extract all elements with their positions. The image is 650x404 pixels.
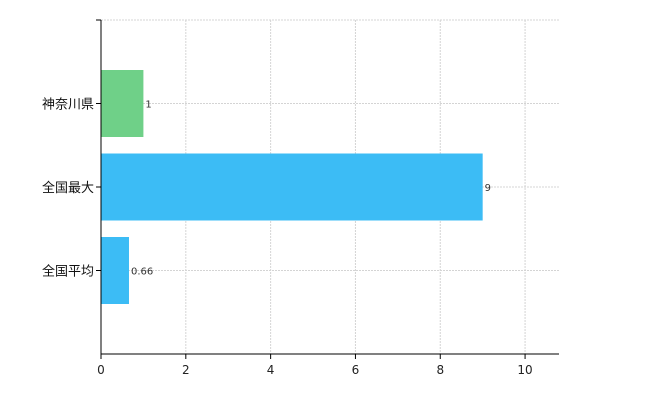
category-label: 全国最大 [42,180,94,196]
x-tick-label: 8 [436,363,444,377]
bar [101,153,483,221]
category-label: 全国平均 [42,264,94,280]
labels: 0 2 4 6 8 10 神奈川県 1 全国最大 9 全国平均 0.66 [42,98,533,378]
x-tick-label: 6 [352,363,360,377]
category-label: 神奈川県 [42,98,94,113]
data-label: 0.66 [131,267,153,278]
bars [101,70,483,304]
data-label: 9 [485,183,491,194]
x-tick-label: 2 [182,363,190,377]
bar [101,237,129,304]
x-tick-label: 10 [517,363,532,377]
x-tick-label: 0 [97,363,105,377]
data-label: 1 [145,100,151,111]
bar [101,70,144,137]
x-tick-label: 4 [267,363,275,377]
axes [96,19,559,359]
